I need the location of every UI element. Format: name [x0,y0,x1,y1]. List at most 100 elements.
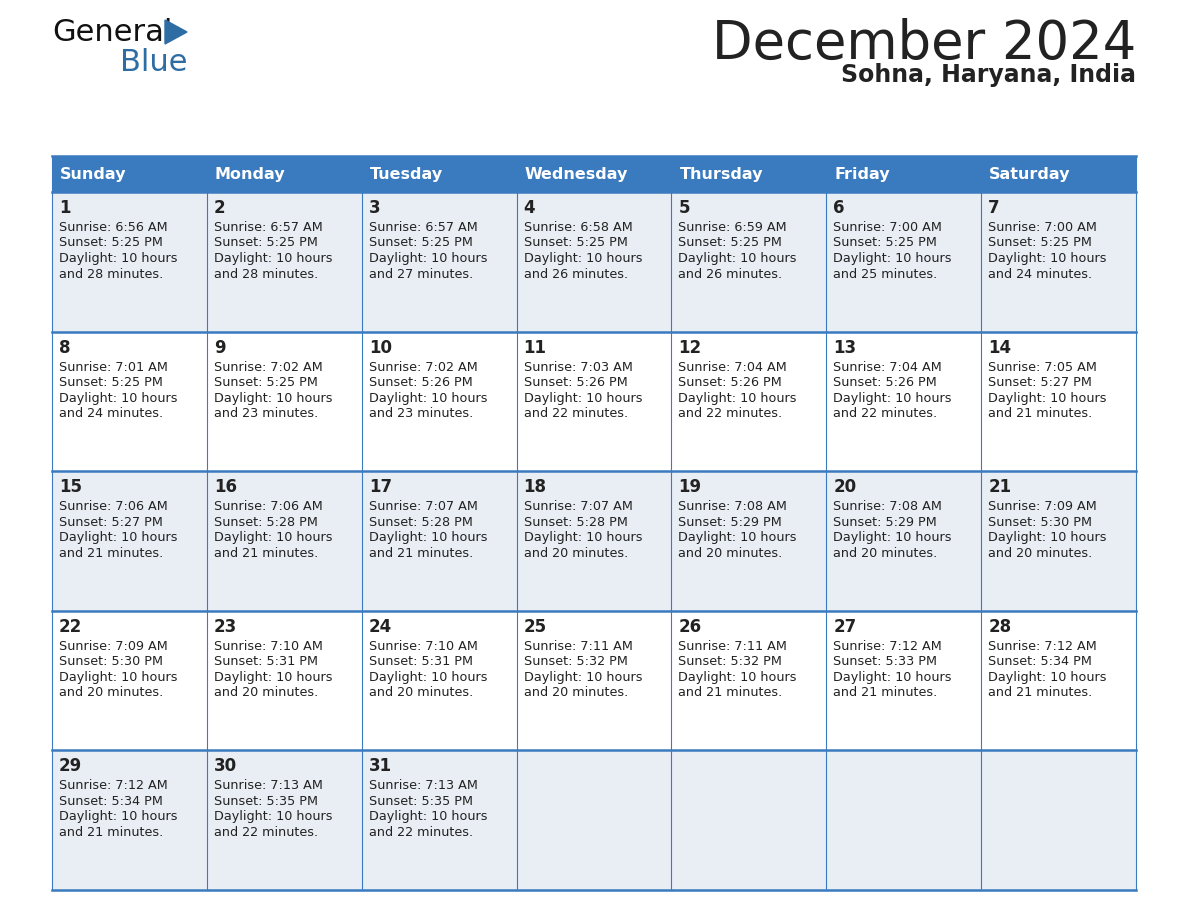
Text: Sunset: 5:35 PM: Sunset: 5:35 PM [214,795,318,808]
Text: Daylight: 10 hours: Daylight: 10 hours [678,671,797,684]
Text: and 26 minutes.: and 26 minutes. [678,267,783,281]
Text: Sunrise: 7:10 AM: Sunrise: 7:10 AM [214,640,323,653]
Text: and 23 minutes.: and 23 minutes. [368,407,473,420]
Text: Daylight: 10 hours: Daylight: 10 hours [524,392,642,405]
Text: and 24 minutes.: and 24 minutes. [59,407,163,420]
Text: and 28 minutes.: and 28 minutes. [214,267,318,281]
Text: Daylight: 10 hours: Daylight: 10 hours [833,252,952,265]
Text: Sunrise: 7:01 AM: Sunrise: 7:01 AM [59,361,168,374]
Text: 27: 27 [833,618,857,636]
Text: Saturday: Saturday [990,166,1070,182]
Text: 23: 23 [214,618,238,636]
Text: 25: 25 [524,618,546,636]
Bar [52,156,1136,890]
Text: and 20 minutes.: and 20 minutes. [678,547,783,560]
Text: Daylight: 10 hours: Daylight: 10 hours [214,811,333,823]
Text: Daylight: 10 hours: Daylight: 10 hours [988,252,1107,265]
Text: and 20 minutes.: and 20 minutes. [59,687,163,700]
Text: Sunset: 5:28 PM: Sunset: 5:28 PM [214,516,317,529]
Text: Sunrise: 7:00 AM: Sunrise: 7:00 AM [988,221,1097,234]
Text: Daylight: 10 hours: Daylight: 10 hours [524,252,642,265]
Text: Sunset: 5:25 PM: Sunset: 5:25 PM [524,237,627,250]
Bar [827,156,981,192]
Text: 19: 19 [678,478,702,497]
Text: Blue: Blue [120,48,188,77]
Text: Sunset: 5:34 PM: Sunset: 5:34 PM [988,655,1092,668]
Text: 14: 14 [988,339,1011,356]
Text: 21: 21 [988,478,1011,497]
Text: Sunrise: 6:57 AM: Sunrise: 6:57 AM [214,221,323,234]
Text: Daylight: 10 hours: Daylight: 10 hours [368,671,487,684]
Text: and 20 minutes.: and 20 minutes. [368,687,473,700]
Text: 28: 28 [988,618,1011,636]
Text: Sunset: 5:25 PM: Sunset: 5:25 PM [214,376,317,389]
Text: Sunset: 5:29 PM: Sunset: 5:29 PM [833,516,937,529]
Text: Sunrise: 7:04 AM: Sunrise: 7:04 AM [833,361,942,374]
Bar [52,192,1136,331]
Text: and 25 minutes.: and 25 minutes. [833,267,937,281]
Bar [52,610,1136,750]
Text: Daylight: 10 hours: Daylight: 10 hours [524,671,642,684]
Text: Sunrise: 7:09 AM: Sunrise: 7:09 AM [59,640,168,653]
Text: Sunday: Sunday [61,166,126,182]
Text: and 27 minutes.: and 27 minutes. [368,267,473,281]
Text: and 21 minutes.: and 21 minutes. [214,547,318,560]
Text: and 20 minutes.: and 20 minutes. [988,547,1093,560]
Text: Sunset: 5:32 PM: Sunset: 5:32 PM [678,655,783,668]
Text: Sunset: 5:32 PM: Sunset: 5:32 PM [524,655,627,668]
Text: Daylight: 10 hours: Daylight: 10 hours [59,532,177,544]
Text: Sunrise: 7:13 AM: Sunrise: 7:13 AM [368,779,478,792]
Text: Sunrise: 7:02 AM: Sunrise: 7:02 AM [214,361,323,374]
Text: 4: 4 [524,199,536,217]
Text: Daylight: 10 hours: Daylight: 10 hours [678,392,797,405]
Text: and 22 minutes.: and 22 minutes. [524,407,627,420]
Text: Sunrise: 7:08 AM: Sunrise: 7:08 AM [678,500,788,513]
Text: 11: 11 [524,339,546,356]
Text: Daylight: 10 hours: Daylight: 10 hours [988,392,1107,405]
Text: Sunset: 5:31 PM: Sunset: 5:31 PM [214,655,318,668]
Text: 24: 24 [368,618,392,636]
Text: Sunset: 5:26 PM: Sunset: 5:26 PM [833,376,937,389]
Text: Sunrise: 6:58 AM: Sunrise: 6:58 AM [524,221,632,234]
Text: 9: 9 [214,339,226,356]
Text: 2: 2 [214,199,226,217]
Text: Sunrise: 7:07 AM: Sunrise: 7:07 AM [368,500,478,513]
Text: Daylight: 10 hours: Daylight: 10 hours [59,392,177,405]
Text: Daylight: 10 hours: Daylight: 10 hours [833,392,952,405]
Text: Daylight: 10 hours: Daylight: 10 hours [214,252,333,265]
Text: Daylight: 10 hours: Daylight: 10 hours [678,532,797,544]
Text: 17: 17 [368,478,392,497]
Text: Sohna, Haryana, India: Sohna, Haryana, India [841,63,1136,87]
Text: 10: 10 [368,339,392,356]
Text: Sunset: 5:25 PM: Sunset: 5:25 PM [59,376,163,389]
Text: and 20 minutes.: and 20 minutes. [833,547,937,560]
Text: and 22 minutes.: and 22 minutes. [833,407,937,420]
Text: and 21 minutes.: and 21 minutes. [59,826,163,839]
Text: Daylight: 10 hours: Daylight: 10 hours [833,532,952,544]
Text: General: General [52,18,172,47]
Text: and 22 minutes.: and 22 minutes. [678,407,783,420]
Text: Daylight: 10 hours: Daylight: 10 hours [368,252,487,265]
Text: and 22 minutes.: and 22 minutes. [214,826,318,839]
Text: Sunrise: 7:00 AM: Sunrise: 7:00 AM [833,221,942,234]
Text: and 21 minutes.: and 21 minutes. [833,687,937,700]
Text: and 20 minutes.: and 20 minutes. [214,687,318,700]
Text: 31: 31 [368,757,392,776]
Text: and 24 minutes.: and 24 minutes. [988,267,1092,281]
Text: Wednesday: Wednesday [525,166,628,182]
Text: 8: 8 [59,339,70,356]
Text: Sunset: 5:25 PM: Sunset: 5:25 PM [214,237,317,250]
Text: Tuesday: Tuesday [369,166,443,182]
Text: and 28 minutes.: and 28 minutes. [59,267,163,281]
Text: Daylight: 10 hours: Daylight: 10 hours [524,532,642,544]
Text: Sunset: 5:30 PM: Sunset: 5:30 PM [988,516,1092,529]
Text: Daylight: 10 hours: Daylight: 10 hours [59,252,177,265]
Text: Sunrise: 7:08 AM: Sunrise: 7:08 AM [833,500,942,513]
Text: Daylight: 10 hours: Daylight: 10 hours [368,532,487,544]
Text: and 21 minutes.: and 21 minutes. [988,407,1093,420]
Text: Sunset: 5:31 PM: Sunset: 5:31 PM [368,655,473,668]
Text: Sunrise: 7:11 AM: Sunrise: 7:11 AM [524,640,632,653]
Text: 15: 15 [59,478,82,497]
Text: and 21 minutes.: and 21 minutes. [678,687,783,700]
Text: 26: 26 [678,618,702,636]
